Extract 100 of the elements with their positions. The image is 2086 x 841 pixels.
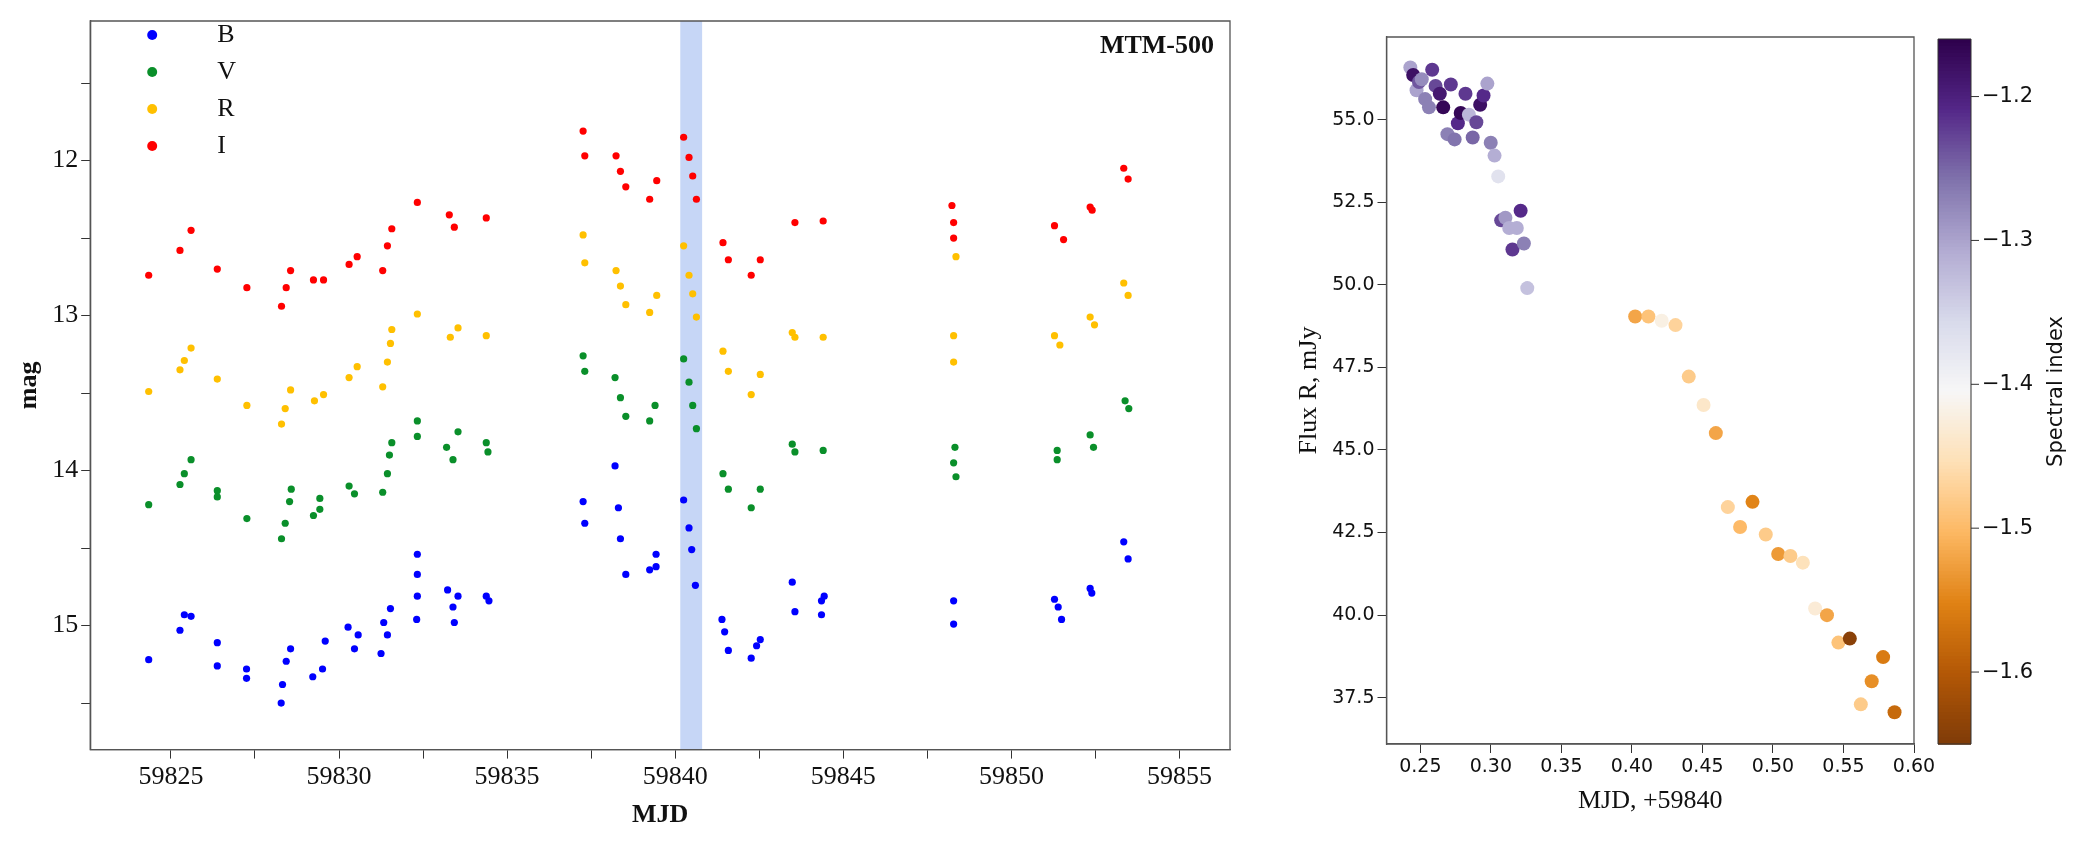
point <box>689 401 697 410</box>
point <box>1125 404 1133 413</box>
point <box>680 355 688 363</box>
point <box>719 347 727 355</box>
point <box>1520 281 1535 296</box>
point <box>450 223 458 231</box>
point <box>1120 279 1128 287</box>
point <box>180 470 188 478</box>
point <box>1733 519 1748 534</box>
point <box>345 373 353 382</box>
point <box>213 493 221 501</box>
point <box>1056 341 1064 349</box>
point <box>791 333 799 341</box>
point <box>680 133 688 141</box>
point <box>719 239 727 247</box>
point <box>685 153 693 162</box>
y-tick-label: 12 <box>52 144 79 174</box>
point <box>1480 76 1495 91</box>
point <box>950 234 958 242</box>
point <box>319 391 328 399</box>
point <box>1059 235 1068 244</box>
y-tick-label: 55.0 <box>1332 106 1375 129</box>
point <box>1483 135 1498 150</box>
point <box>1476 88 1491 103</box>
point <box>1842 631 1857 646</box>
point <box>145 501 153 509</box>
point <box>756 370 764 379</box>
point <box>187 456 195 464</box>
y-tick-label: 40.0 <box>1332 602 1375 625</box>
point <box>243 401 251 410</box>
point <box>1050 332 1059 340</box>
x-tick-label: 59845 <box>810 761 876 791</box>
x-tick-label: 0.55 <box>1822 754 1865 777</box>
annotation: MTM-500 <box>1099 29 1214 59</box>
point <box>443 443 451 451</box>
point <box>1819 608 1834 623</box>
point <box>243 284 251 292</box>
point <box>353 253 361 261</box>
point <box>1758 527 1773 542</box>
point <box>653 291 661 299</box>
point <box>388 439 396 447</box>
x-tick-label: 59850 <box>978 761 1044 791</box>
point <box>581 259 589 267</box>
point <box>1120 164 1128 172</box>
y-tick-label: 13 <box>52 299 79 329</box>
point <box>1696 398 1711 413</box>
point <box>1516 236 1531 251</box>
point <box>286 386 295 394</box>
point <box>484 448 492 456</box>
point <box>454 324 462 332</box>
x-tick-label: 59825 <box>138 761 204 791</box>
point <box>180 356 188 365</box>
point <box>213 265 221 273</box>
point <box>388 325 396 334</box>
point <box>383 358 392 366</box>
point <box>646 195 654 203</box>
point <box>145 387 153 396</box>
point <box>724 485 732 493</box>
point <box>581 152 589 160</box>
y-tick-label: 52.5 <box>1332 189 1375 212</box>
legend-label: V <box>217 55 237 85</box>
point <box>646 417 654 425</box>
x-tick-label: 0.45 <box>1681 754 1724 777</box>
point <box>622 301 630 309</box>
point <box>1432 86 1447 101</box>
point <box>791 448 799 456</box>
point <box>319 276 328 284</box>
point <box>145 271 153 279</box>
x-tick-label: 0.40 <box>1610 754 1654 777</box>
point <box>383 470 392 478</box>
color-bar-label: −1.6 <box>1982 658 2033 683</box>
x-tick-label: 0.30 <box>1469 754 1513 777</box>
point <box>952 253 960 261</box>
point <box>187 344 195 352</box>
point <box>819 446 827 455</box>
point <box>350 490 359 498</box>
point <box>819 333 827 341</box>
point <box>1124 291 1132 299</box>
point <box>445 211 453 219</box>
point <box>176 480 184 489</box>
point <box>1487 148 1502 163</box>
point <box>1491 169 1506 184</box>
point <box>1831 635 1846 650</box>
point <box>176 246 184 255</box>
point <box>1720 500 1735 515</box>
point <box>1086 431 1094 439</box>
point <box>379 266 387 275</box>
legend-label: R <box>217 92 236 122</box>
point <box>685 378 693 386</box>
point <box>282 284 290 292</box>
point <box>653 177 661 185</box>
point <box>719 470 727 478</box>
x-tick-label: 0.60 <box>1892 754 1936 777</box>
point <box>413 198 421 206</box>
point <box>747 504 755 512</box>
point <box>1089 443 1098 451</box>
point <box>281 519 289 527</box>
point <box>379 488 387 496</box>
point <box>756 485 764 493</box>
color-bar-label: −1.4 <box>1982 370 2033 395</box>
